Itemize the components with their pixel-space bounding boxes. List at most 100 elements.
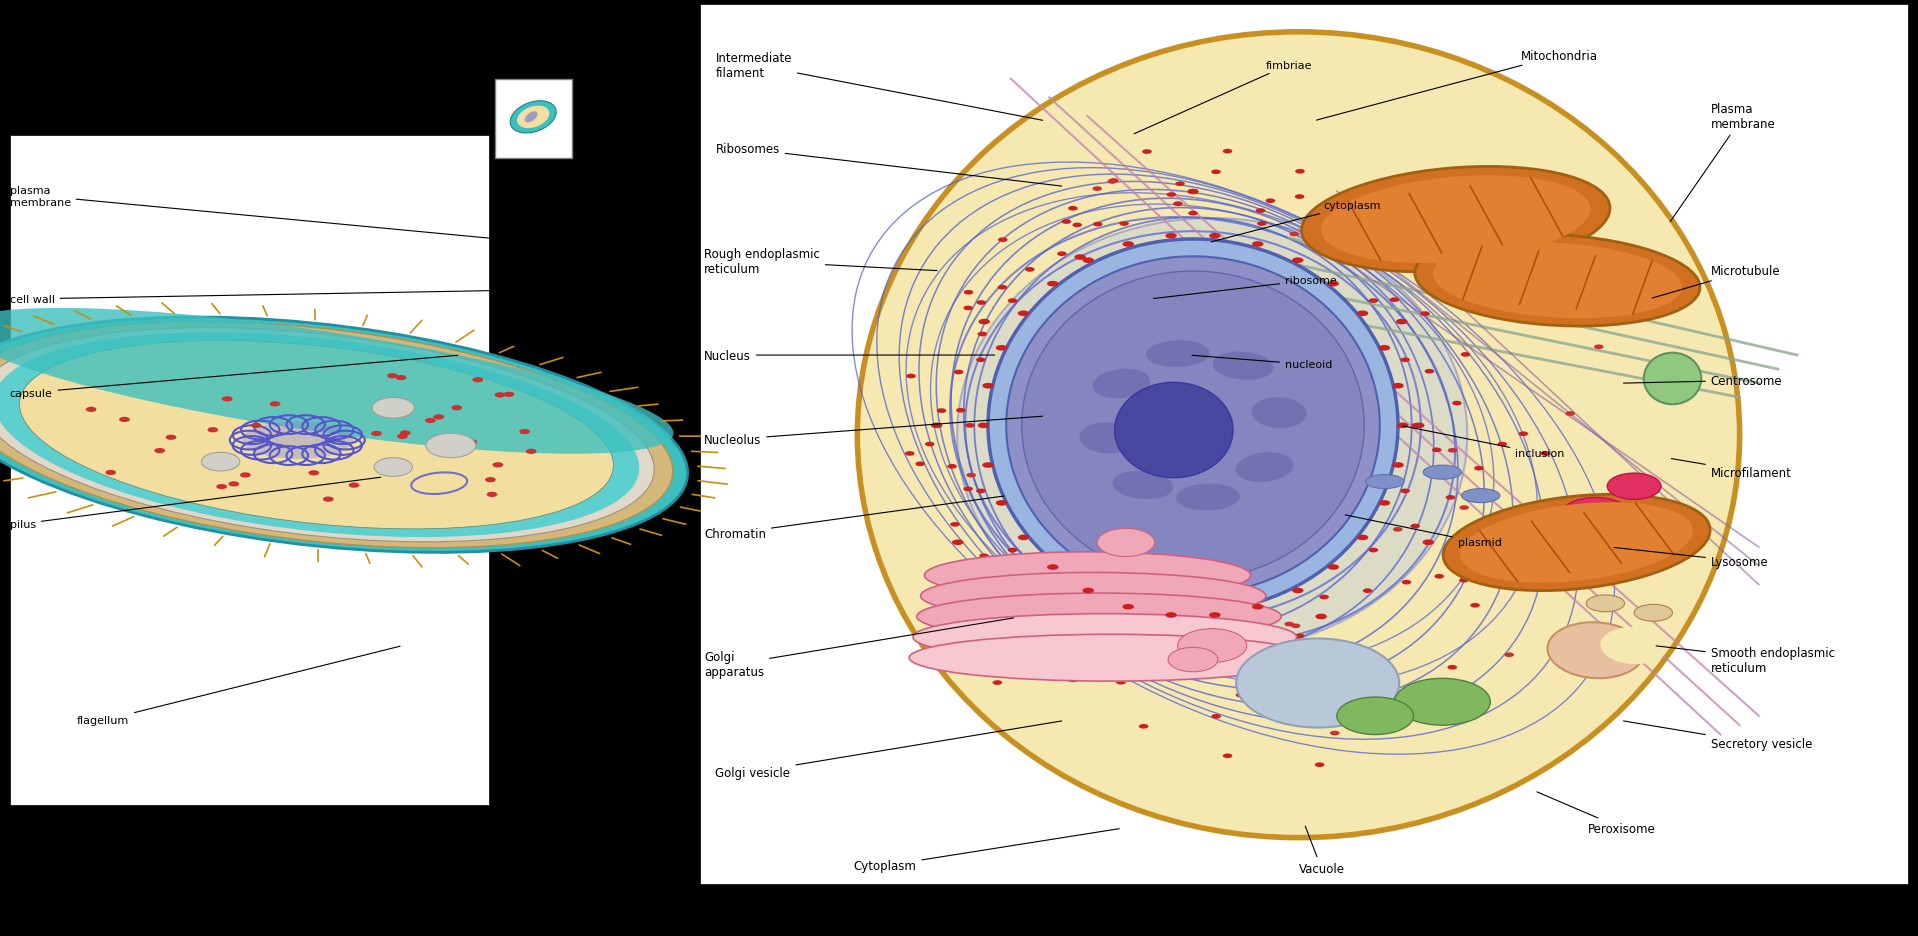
Circle shape bbox=[374, 458, 412, 476]
Circle shape bbox=[322, 497, 334, 503]
Circle shape bbox=[1448, 448, 1458, 453]
Circle shape bbox=[451, 405, 462, 411]
Circle shape bbox=[1252, 605, 1264, 610]
Circle shape bbox=[526, 449, 537, 455]
Circle shape bbox=[1325, 715, 1335, 720]
Ellipse shape bbox=[1176, 484, 1241, 511]
Circle shape bbox=[905, 374, 915, 379]
Circle shape bbox=[1120, 625, 1130, 630]
Ellipse shape bbox=[1114, 383, 1233, 478]
Ellipse shape bbox=[510, 102, 556, 134]
Circle shape bbox=[1460, 505, 1469, 510]
Circle shape bbox=[955, 408, 965, 413]
Circle shape bbox=[1189, 636, 1197, 640]
Circle shape bbox=[395, 375, 407, 381]
Circle shape bbox=[1007, 299, 1017, 303]
Circle shape bbox=[930, 423, 942, 429]
Circle shape bbox=[1168, 648, 1218, 672]
Circle shape bbox=[1433, 177, 1442, 182]
Circle shape bbox=[1462, 353, 1471, 358]
Circle shape bbox=[1074, 255, 1086, 260]
Ellipse shape bbox=[921, 573, 1266, 620]
Circle shape bbox=[1256, 209, 1266, 213]
Circle shape bbox=[1293, 258, 1304, 264]
Circle shape bbox=[1122, 605, 1134, 610]
Circle shape bbox=[1068, 678, 1078, 682]
Text: cytoplasm: cytoplasm bbox=[1210, 201, 1381, 242]
Circle shape bbox=[1295, 195, 1304, 199]
Circle shape bbox=[370, 431, 382, 436]
FancyBboxPatch shape bbox=[700, 5, 1908, 885]
Ellipse shape bbox=[1415, 235, 1699, 327]
Circle shape bbox=[949, 522, 959, 527]
Text: fimbriae: fimbriae bbox=[1134, 61, 1312, 135]
Circle shape bbox=[240, 473, 251, 478]
Circle shape bbox=[1433, 448, 1442, 453]
Circle shape bbox=[1396, 256, 1406, 260]
Ellipse shape bbox=[0, 317, 689, 553]
Circle shape bbox=[1256, 625, 1266, 630]
Circle shape bbox=[936, 409, 946, 414]
Circle shape bbox=[1356, 311, 1368, 316]
Circle shape bbox=[976, 358, 986, 363]
Ellipse shape bbox=[1212, 352, 1274, 380]
Circle shape bbox=[953, 371, 963, 375]
Circle shape bbox=[1141, 150, 1151, 154]
Ellipse shape bbox=[1235, 453, 1293, 482]
Ellipse shape bbox=[1548, 622, 1644, 679]
Circle shape bbox=[207, 428, 219, 433]
Circle shape bbox=[1266, 199, 1275, 204]
Circle shape bbox=[217, 485, 226, 490]
Circle shape bbox=[1414, 423, 1425, 429]
Circle shape bbox=[1285, 622, 1295, 627]
Circle shape bbox=[1396, 423, 1408, 429]
Ellipse shape bbox=[1322, 176, 1590, 264]
Circle shape bbox=[1389, 298, 1398, 302]
Circle shape bbox=[1423, 540, 1435, 546]
Circle shape bbox=[1074, 592, 1086, 597]
Circle shape bbox=[1590, 598, 1600, 603]
Circle shape bbox=[251, 423, 261, 429]
Circle shape bbox=[978, 319, 990, 325]
Ellipse shape bbox=[1634, 605, 1672, 622]
Circle shape bbox=[1392, 527, 1402, 532]
Circle shape bbox=[1519, 431, 1529, 436]
Circle shape bbox=[976, 489, 986, 493]
Circle shape bbox=[1320, 252, 1329, 256]
Circle shape bbox=[1327, 564, 1339, 570]
Circle shape bbox=[980, 554, 990, 559]
Ellipse shape bbox=[1460, 503, 1694, 583]
Circle shape bbox=[963, 578, 972, 583]
Circle shape bbox=[1061, 220, 1070, 225]
Circle shape bbox=[1072, 224, 1082, 228]
Circle shape bbox=[165, 435, 176, 441]
Circle shape bbox=[1007, 548, 1017, 553]
Ellipse shape bbox=[1093, 370, 1151, 399]
Ellipse shape bbox=[909, 635, 1312, 681]
Circle shape bbox=[1460, 306, 1469, 311]
Circle shape bbox=[1329, 731, 1339, 736]
Circle shape bbox=[1337, 697, 1414, 735]
Circle shape bbox=[1233, 673, 1243, 678]
Circle shape bbox=[1498, 443, 1508, 447]
Circle shape bbox=[222, 397, 232, 402]
Circle shape bbox=[924, 443, 934, 447]
Circle shape bbox=[1057, 252, 1066, 256]
Circle shape bbox=[1471, 604, 1481, 608]
Circle shape bbox=[1057, 595, 1066, 600]
Circle shape bbox=[1565, 412, 1575, 417]
Circle shape bbox=[1293, 588, 1304, 593]
Circle shape bbox=[1178, 629, 1247, 663]
Ellipse shape bbox=[19, 341, 614, 530]
Ellipse shape bbox=[0, 309, 673, 454]
Ellipse shape bbox=[518, 107, 549, 129]
Ellipse shape bbox=[1080, 423, 1134, 454]
Circle shape bbox=[1093, 223, 1103, 227]
Text: Mitochondria: Mitochondria bbox=[1316, 50, 1598, 121]
Circle shape bbox=[1415, 250, 1425, 255]
Ellipse shape bbox=[1423, 465, 1462, 479]
Circle shape bbox=[1224, 150, 1233, 154]
FancyBboxPatch shape bbox=[495, 80, 572, 159]
Ellipse shape bbox=[19, 341, 614, 530]
Circle shape bbox=[1107, 180, 1116, 184]
